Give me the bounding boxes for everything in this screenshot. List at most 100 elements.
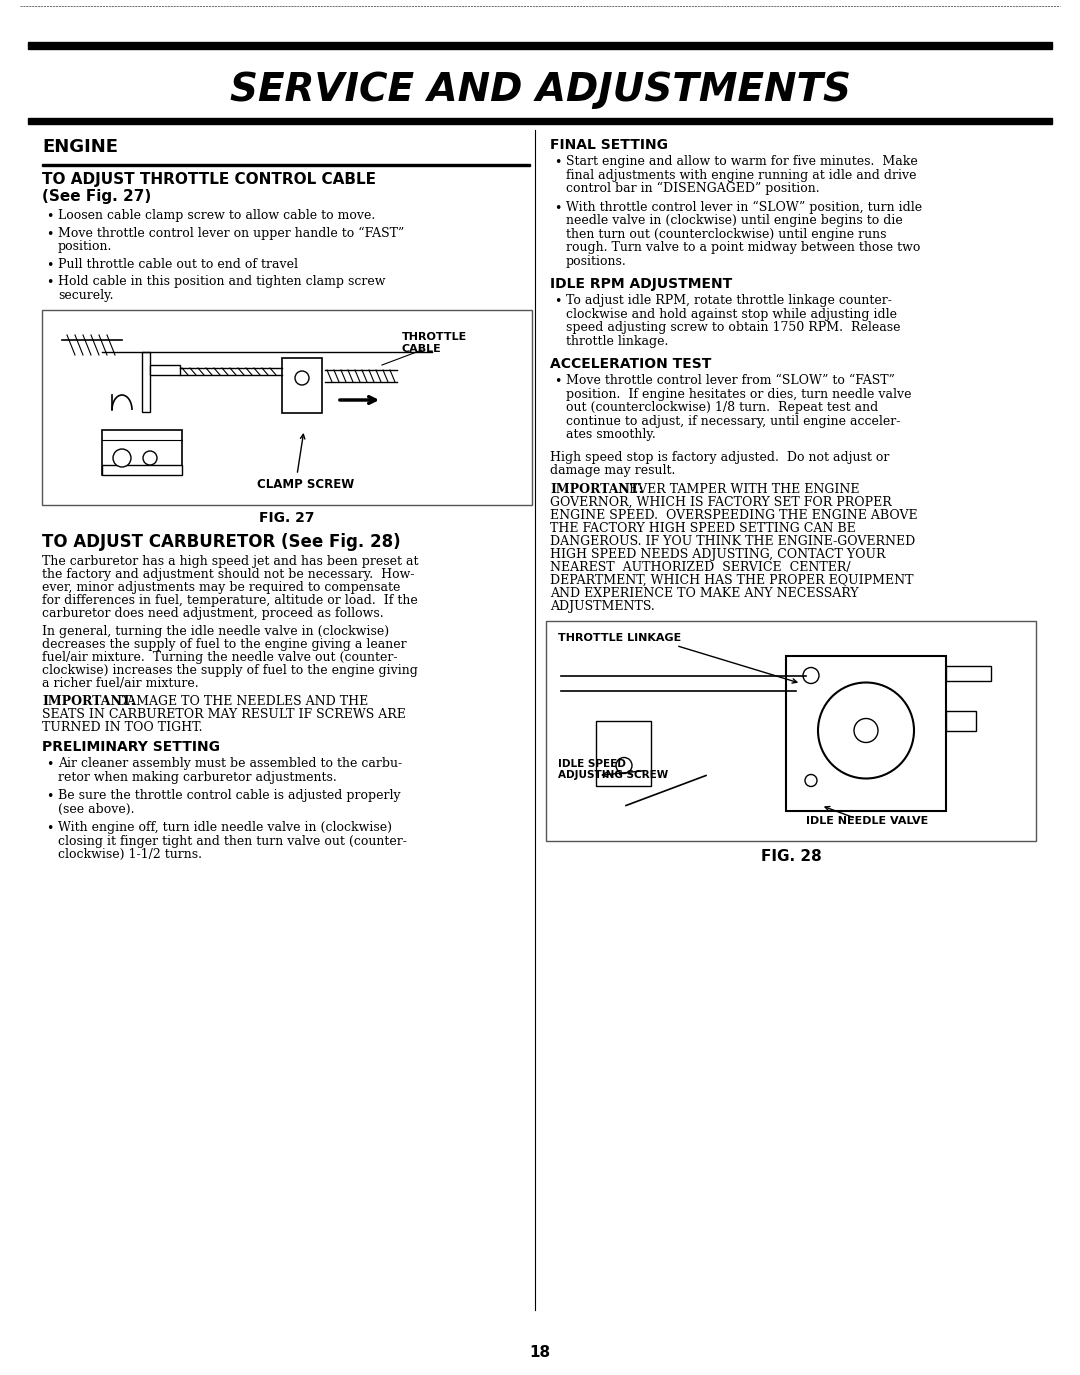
Text: Move throttle control lever from “SLOW” to “FAST”: Move throttle control lever from “SLOW” …	[566, 374, 895, 386]
Text: FIG. 28: FIG. 28	[760, 848, 822, 864]
Bar	[596, 720, 651, 785]
Bar	[141, 352, 150, 412]
Text: speed adjusting screw to obtain 1750 RPM.  Release: speed adjusting screw to obtain 1750 RPM…	[566, 320, 901, 334]
Circle shape	[143, 451, 157, 465]
Text: ENGINE SPEED.  OVERSPEEDING THE ENGINE ABOVE: ENGINE SPEED. OVERSPEEDING THE ENGINE AB…	[550, 509, 918, 521]
Text: Air cleaner assembly must be assembled to the carbu-: Air cleaner assembly must be assembled t…	[58, 758, 402, 770]
Text: FINAL SETTING: FINAL SETTING	[550, 138, 669, 153]
Text: final adjustments with engine running at idle and drive: final adjustments with engine running at…	[566, 169, 917, 182]
Text: THROTTLE
CABLE: THROTTLE CABLE	[402, 331, 468, 353]
Circle shape	[295, 371, 309, 385]
Text: THE FACTORY HIGH SPEED SETTING CAN BE: THE FACTORY HIGH SPEED SETTING CAN BE	[550, 521, 855, 535]
Text: •: •	[554, 296, 562, 308]
Text: HIGH SPEED NEEDS ADJUSTING, CONTACT YOUR: HIGH SPEED NEEDS ADJUSTING, CONTACT YOUR	[550, 547, 886, 561]
Text: SEATS IN CARBURETOR MAY RESULT IF SCREWS ARE: SEATS IN CARBURETOR MAY RESULT IF SCREWS…	[42, 708, 406, 720]
Text: closing it finger tight and then turn valve out (counter-: closing it finger tight and then turn va…	[58, 835, 407, 847]
Text: a richer fuel/air mixture.: a richer fuel/air mixture.	[42, 676, 199, 690]
Text: (See Fig. 27): (See Fig. 27)	[42, 188, 151, 204]
Bar	[946, 711, 976, 730]
Circle shape	[854, 719, 878, 742]
Text: Start engine and allow to warm for five minutes.  Make: Start engine and allow to warm for five …	[566, 155, 918, 168]
Text: retor when making carburetor adjustments.: retor when making carburetor adjustments…	[58, 770, 337, 784]
Circle shape	[818, 682, 914, 778]
Text: •: •	[554, 155, 562, 169]
Text: Loosen cable clamp screw to allow cable to move.: Loosen cable clamp screw to allow cable …	[58, 209, 375, 221]
Text: TO ADJUST THROTTLE CONTROL CABLE: TO ADJUST THROTTLE CONTROL CABLE	[42, 172, 376, 187]
Text: position.: position.	[58, 241, 112, 253]
Text: ENGINE: ENGINE	[42, 138, 118, 155]
Text: Hold cable in this position and tighten clamp screw: Hold cable in this position and tighten …	[58, 275, 386, 287]
Bar	[42, 164, 530, 165]
Text: TURNED IN TOO TIGHT.: TURNED IN TOO TIGHT.	[42, 720, 203, 734]
Text: FIG. 27: FIG. 27	[259, 512, 314, 525]
Text: In general, turning the idle needle valve in (clockwise): In general, turning the idle needle valv…	[42, 626, 389, 638]
Text: position.  If engine hesitates or dies, turn needle valve: position. If engine hesitates or dies, t…	[566, 388, 912, 400]
Text: IDLE RPM ADJUSTMENT: IDLE RPM ADJUSTMENT	[550, 276, 732, 292]
Text: TO ADJUST CARBURETOR (See Fig. 28): TO ADJUST CARBURETOR (See Fig. 28)	[42, 534, 401, 551]
Text: With throttle control lever in “SLOW” position, turn idle: With throttle control lever in “SLOW” po…	[566, 201, 922, 213]
Text: Be sure the throttle control cable is adjusted properly: Be sure the throttle control cable is ad…	[58, 789, 401, 802]
Text: needle valve in (clockwise) until engine begins to die: needle valve in (clockwise) until engine…	[566, 214, 903, 227]
Bar	[28, 118, 1052, 124]
Text: fuel/air mixture.  Turning the needle valve out (counter-: fuel/air mixture. Turning the needle val…	[42, 650, 397, 664]
Text: •: •	[46, 276, 53, 289]
Text: then turn out (counterclockwise) until engine runs: then turn out (counterclockwise) until e…	[566, 227, 887, 241]
Bar	[786, 656, 946, 810]
Text: (see above).: (see above).	[58, 803, 135, 815]
Text: •: •	[554, 202, 562, 214]
Circle shape	[805, 774, 816, 786]
Text: DANGEROUS. IF YOU THINK THE ENGINE-GOVERNED: DANGEROUS. IF YOU THINK THE ENGINE-GOVER…	[550, 535, 915, 547]
Text: the factory and adjustment should not be necessary.  How-: the factory and adjustment should not be…	[42, 568, 415, 582]
Text: clockwise and hold against stop while adjusting idle: clockwise and hold against stop while ad…	[566, 308, 897, 320]
Text: IDLE SPEED
ADJUSTING SCREW: IDLE SPEED ADJUSTING SCREW	[558, 759, 669, 780]
Text: carburetor does need adjustment, proceed as follows.: carburetor does need adjustment, proceed…	[42, 606, 383, 620]
Text: IDLE NEEDLE VALVE: IDLE NEEDLE VALVE	[806, 815, 928, 825]
Text: AND EXPERIENCE TO MAKE ANY NECESSARY: AND EXPERIENCE TO MAKE ANY NECESSARY	[550, 587, 859, 600]
Bar	[102, 465, 183, 474]
Circle shape	[804, 667, 819, 683]
Text: DAMAGE TO THE NEEDLES AND THE: DAMAGE TO THE NEEDLES AND THE	[105, 694, 368, 708]
Text: out (counterclockwise) 1/8 turn.  Repeat test and: out (counterclockwise) 1/8 turn. Repeat …	[566, 402, 878, 414]
Text: THROTTLE LINKAGE: THROTTLE LINKAGE	[558, 632, 681, 642]
Circle shape	[113, 450, 131, 468]
Text: 18: 18	[529, 1345, 551, 1360]
Bar	[946, 666, 991, 681]
Text: clockwise) increases the supply of fuel to the engine giving: clockwise) increases the supply of fuel …	[42, 664, 418, 676]
Text: To adjust idle RPM, rotate throttle linkage counter-: To adjust idle RPM, rotate throttle link…	[566, 294, 892, 307]
Text: for differences in fuel, temperature, altitude or load.  If the: for differences in fuel, temperature, al…	[42, 594, 418, 606]
Text: continue to adjust, if necessary, until engine acceler-: continue to adjust, if necessary, until …	[566, 414, 901, 428]
Text: ADJUSTMENTS.: ADJUSTMENTS.	[550, 600, 654, 612]
Bar	[282, 358, 322, 412]
Text: IMPORTANT:: IMPORTANT:	[42, 694, 135, 708]
Circle shape	[616, 758, 632, 774]
Text: •: •	[554, 375, 562, 388]
Text: rough. Turn valve to a point midway between those two: rough. Turn valve to a point midway betw…	[566, 241, 920, 254]
Text: decreases the supply of fuel to the engine giving a leaner: decreases the supply of fuel to the engi…	[42, 638, 407, 650]
Bar	[42, 309, 532, 505]
Text: •: •	[46, 758, 53, 771]
Text: NEVER TAMPER WITH THE ENGINE: NEVER TAMPER WITH THE ENGINE	[610, 483, 860, 495]
Text: control bar in “DISENGAGED” position.: control bar in “DISENGAGED” position.	[566, 182, 820, 195]
Text: NEAREST  AUTHORIZED  SERVICE  CENTER/: NEAREST AUTHORIZED SERVICE CENTER/	[550, 561, 851, 573]
Bar	[150, 364, 180, 375]
Text: With engine off, turn idle needle valve in (clockwise): With engine off, turn idle needle valve …	[58, 821, 392, 835]
Text: The carburetor has a high speed jet and has been preset at: The carburetor has a high speed jet and …	[42, 556, 419, 568]
Text: CLAMP SCREW: CLAMP SCREW	[257, 478, 354, 491]
Text: •: •	[46, 791, 53, 803]
Text: ates smoothly.: ates smoothly.	[566, 428, 656, 441]
Bar	[102, 430, 183, 474]
Text: •: •	[46, 210, 53, 223]
Text: High speed stop is factory adjusted.  Do not adjust or: High speed stop is factory adjusted. Do …	[550, 451, 889, 463]
Text: DEPARTMENT, WHICH HAS THE PROPER EQUIPMENT: DEPARTMENT, WHICH HAS THE PROPER EQUIPME…	[550, 573, 914, 587]
Text: positions.: positions.	[566, 254, 626, 268]
Text: SERVICE AND ADJUSTMENTS: SERVICE AND ADJUSTMENTS	[229, 72, 851, 109]
Text: securely.: securely.	[58, 289, 113, 301]
Text: •: •	[46, 822, 53, 835]
Text: •: •	[46, 227, 53, 241]
Bar	[546, 620, 1036, 840]
Text: •: •	[46, 258, 53, 271]
Text: Pull throttle cable out to end of travel: Pull throttle cable out to end of travel	[58, 257, 298, 271]
Text: clockwise) 1-1/2 turns.: clockwise) 1-1/2 turns.	[58, 848, 202, 861]
Text: GOVERNOR, WHICH IS FACTORY SET FOR PROPER: GOVERNOR, WHICH IS FACTORY SET FOR PROPE…	[550, 495, 892, 509]
Text: damage may result.: damage may result.	[550, 463, 675, 477]
